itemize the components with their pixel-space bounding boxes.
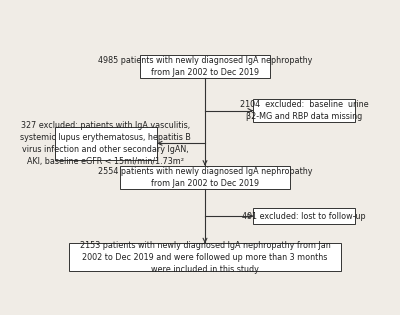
FancyBboxPatch shape bbox=[253, 99, 355, 122]
Text: 2554 patients with newly diagnosed IgA nephropathy
from Jan 2002 to Dec 2019: 2554 patients with newly diagnosed IgA n… bbox=[98, 167, 312, 188]
FancyBboxPatch shape bbox=[55, 127, 157, 160]
FancyBboxPatch shape bbox=[253, 208, 355, 224]
FancyBboxPatch shape bbox=[120, 166, 290, 189]
Text: 2153 patients with newly diagnosed IgA nephropathy from Jan
2002 to Dec 2019 and: 2153 patients with newly diagnosed IgA n… bbox=[80, 241, 330, 274]
Text: 327 excluded: patients with IgA vasculitis,
systemic lupus erythematosus, hepati: 327 excluded: patients with IgA vasculit… bbox=[20, 121, 191, 166]
FancyBboxPatch shape bbox=[69, 243, 341, 271]
Text: 4985 patients with newly diagnosed IgA nephropathy
from Jan 2002 to Dec 2019: 4985 patients with newly diagnosed IgA n… bbox=[98, 56, 312, 77]
Text: 2104  excluded:  baseline  urine
β2-MG and RBP data missing: 2104 excluded: baseline urine β2-MG and … bbox=[240, 100, 368, 121]
Text: 401 excluded: lost to follow-up: 401 excluded: lost to follow-up bbox=[242, 212, 366, 220]
FancyBboxPatch shape bbox=[140, 55, 270, 78]
